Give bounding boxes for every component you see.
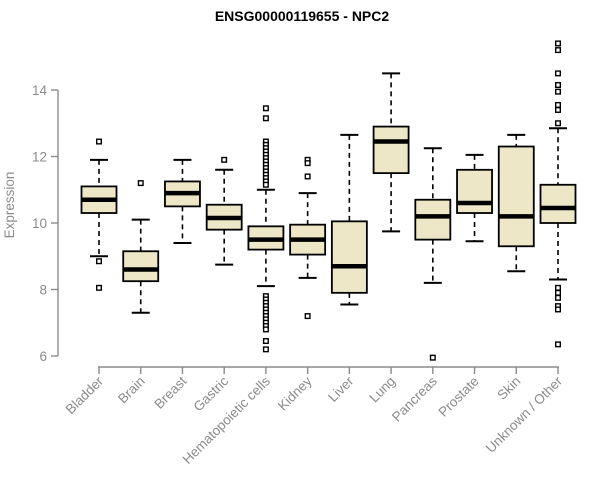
boxplot-gastric xyxy=(205,156,243,266)
outlier-point xyxy=(554,294,561,301)
outlier-point xyxy=(262,181,269,188)
x-tick-label: Breast xyxy=(151,373,189,411)
outlier-point xyxy=(554,47,561,54)
outlier-point xyxy=(554,289,561,296)
iqr-box xyxy=(539,183,577,224)
iqr-box xyxy=(372,125,410,175)
outlier-point xyxy=(262,326,269,333)
outlier-point xyxy=(95,258,102,265)
boxplot-prostate xyxy=(456,153,493,243)
boxplot-breast xyxy=(164,158,201,244)
y-tick-label: 14 xyxy=(32,83,48,98)
outlier-point xyxy=(554,284,561,291)
boxplot-liver xyxy=(330,133,368,306)
outlier-point xyxy=(554,120,561,127)
x-tick-label: Brain xyxy=(115,374,148,407)
outlier-point xyxy=(262,115,269,122)
x-tick-label: Unknown / Other xyxy=(483,373,566,456)
x-tick-label: Pancreas xyxy=(389,373,440,424)
boxplot-lung xyxy=(372,72,410,233)
boxplot-bladder xyxy=(80,138,118,291)
outlier-point xyxy=(554,70,561,77)
x-tick-label: Prostate xyxy=(436,374,482,420)
iqr-box xyxy=(414,198,452,241)
y-tick-label: 10 xyxy=(32,216,47,231)
iqr-box xyxy=(456,168,493,214)
outlier-point xyxy=(554,82,561,89)
outlier-point xyxy=(554,88,561,95)
outlier-point xyxy=(429,354,436,361)
boxplot-unknown-other xyxy=(539,40,577,348)
boxplot-kidney xyxy=(289,156,327,320)
y-tick-label: 8 xyxy=(39,282,47,297)
outlier-point xyxy=(554,341,561,348)
x-tick-label: Lung xyxy=(366,374,398,406)
outlier-point xyxy=(221,156,228,163)
outlier-point xyxy=(304,173,311,180)
y-tick-label: 6 xyxy=(39,349,47,364)
boxplot-brain xyxy=(122,180,160,314)
outlier-point xyxy=(304,160,311,167)
x-tick-label: Gastric xyxy=(190,373,231,414)
outlier-point xyxy=(262,346,269,353)
chart-title: ENSG00000119655 - NPC2 xyxy=(215,8,390,24)
y-axis-label: Expression xyxy=(2,172,17,239)
x-tick-label: Bladder xyxy=(63,373,107,417)
boxplot-hematopoietic-cells xyxy=(247,105,285,353)
outlier-point xyxy=(554,101,561,108)
outlier-point xyxy=(554,106,561,113)
outlier-point xyxy=(304,313,311,320)
outlier-point xyxy=(95,138,102,145)
iqr-box xyxy=(330,220,368,294)
x-tick-label: Skin xyxy=(494,374,523,403)
boxplot-skin xyxy=(497,133,535,273)
iqr-box xyxy=(497,145,535,248)
outlier-point xyxy=(554,40,561,47)
outlier-point xyxy=(95,284,102,291)
boxplot-pancreas xyxy=(414,147,452,361)
outlier-point xyxy=(262,338,269,345)
x-tick-label: Kidney xyxy=(275,373,315,413)
outlier-point xyxy=(137,180,144,187)
x-tick-label: Liver xyxy=(325,373,357,405)
outlier-point xyxy=(554,306,561,313)
y-tick-label: 12 xyxy=(32,149,47,164)
iqr-box xyxy=(122,250,160,283)
outlier-point xyxy=(262,105,269,112)
